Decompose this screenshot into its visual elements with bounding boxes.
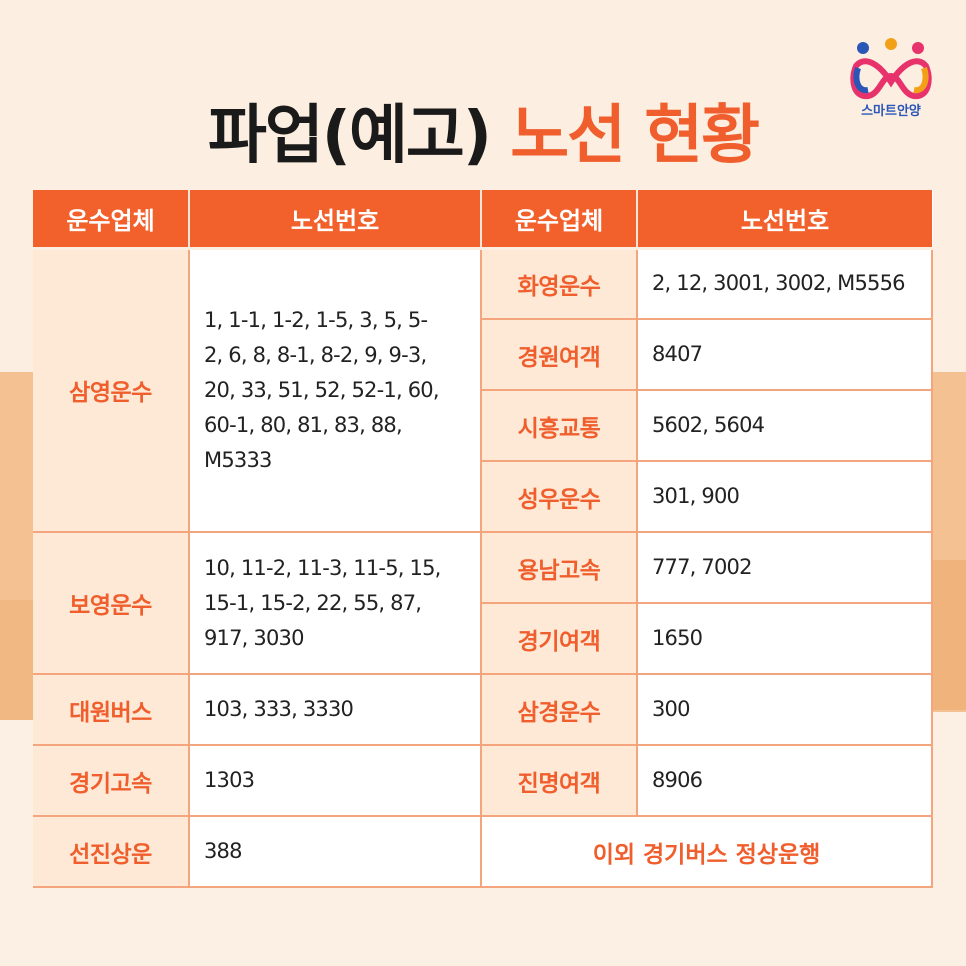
routes-cell: 2, 12, 3001, 3002, M5556 [637, 248, 933, 320]
company-cell: 성우운수 [481, 461, 638, 533]
title-part1: 파업(예고) [207, 99, 492, 173]
company-cell: 대원버스 [33, 674, 190, 746]
company-cell: 경기여객 [481, 603, 638, 675]
title-part2: 노선 현황 [510, 99, 760, 173]
routes-cell: 388 [189, 816, 482, 888]
table-row: 경기여객 1650 [33, 603, 933, 675]
routes-cell: 1650 [637, 603, 933, 675]
table-row: 보영운수 10, 11-2, 11-3, 11-5, 15, 15-1, 15-… [33, 532, 933, 675]
routes-cell: 301, 900 [637, 461, 933, 533]
company-cell: 보영운수 [33, 532, 190, 675]
routes-cell: 777, 7002 [637, 532, 933, 604]
routes-cell: 8407 [637, 319, 933, 391]
table-row: 대원버스 103, 333, 3330 삼경운수 300 [33, 674, 933, 746]
table-header-row: 운수업체 노선번호 운수업체 노선번호 [33, 190, 932, 250]
header-company-right: 운수업체 [481, 190, 638, 250]
company-cell: 경원여객 [481, 319, 638, 391]
routes-cell: 10, 11-2, 11-3, 11-5, 15, 15-1, 15-2, 22… [189, 532, 482, 675]
routes-cell: 1, 1-1, 1-2, 1-5, 3, 5, 5-2, 6, 8, 8-1, … [189, 248, 482, 533]
company-cell: 선진상운 [33, 816, 190, 888]
header-routes-right: 노선번호 [637, 190, 932, 250]
smart-anyang-logo-icon [850, 38, 932, 100]
table-row: 경기고속 1303 진명여객 8906 [33, 745, 933, 817]
routes-cell: 5602, 5604 [637, 390, 933, 462]
company-cell: 경기고속 [33, 745, 190, 817]
table-row: 삼영운수 1, 1-1, 1-2, 1-5, 3, 5, 5-2, 6, 8, … [33, 248, 933, 533]
company-cell: 진명여객 [481, 745, 638, 817]
normal-operation-note: 이외 경기버스 정상운행 [481, 816, 933, 888]
route-table: 운수업체 노선번호 운수업체 노선번호 삼영운수 1, 1-1, 1-2, 1-… [33, 190, 933, 888]
routes-cell: 1303 [189, 745, 482, 817]
table-row: 시흥교통 5602, 5604 [33, 390, 933, 462]
background-building-left-lower [0, 600, 38, 720]
company-cell: 시흥교통 [481, 390, 638, 462]
table-row: 성우운수 301, 900 [33, 461, 933, 533]
company-cell: 삼영운수 [33, 248, 190, 533]
background-building-right-lower [930, 560, 966, 710]
company-cell: 용남고속 [481, 532, 638, 604]
table-row: 선진상운 388 이외 경기버스 정상운행 [33, 816, 933, 888]
header-company-left: 운수업체 [33, 190, 190, 250]
routes-cell: 8906 [637, 745, 933, 817]
logo-text: 스마트안양 [861, 104, 921, 119]
routes-cell: 300 [637, 674, 933, 746]
table-row: 경원여객 8407 [33, 319, 933, 391]
header-routes-left: 노선번호 [189, 190, 482, 250]
company-cell: 삼경운수 [481, 674, 638, 746]
routes-cell: 103, 333, 3330 [189, 674, 482, 746]
page-title: 파업(예고) 노선 현황 [0, 84, 966, 176]
company-cell: 화영운수 [481, 248, 638, 320]
